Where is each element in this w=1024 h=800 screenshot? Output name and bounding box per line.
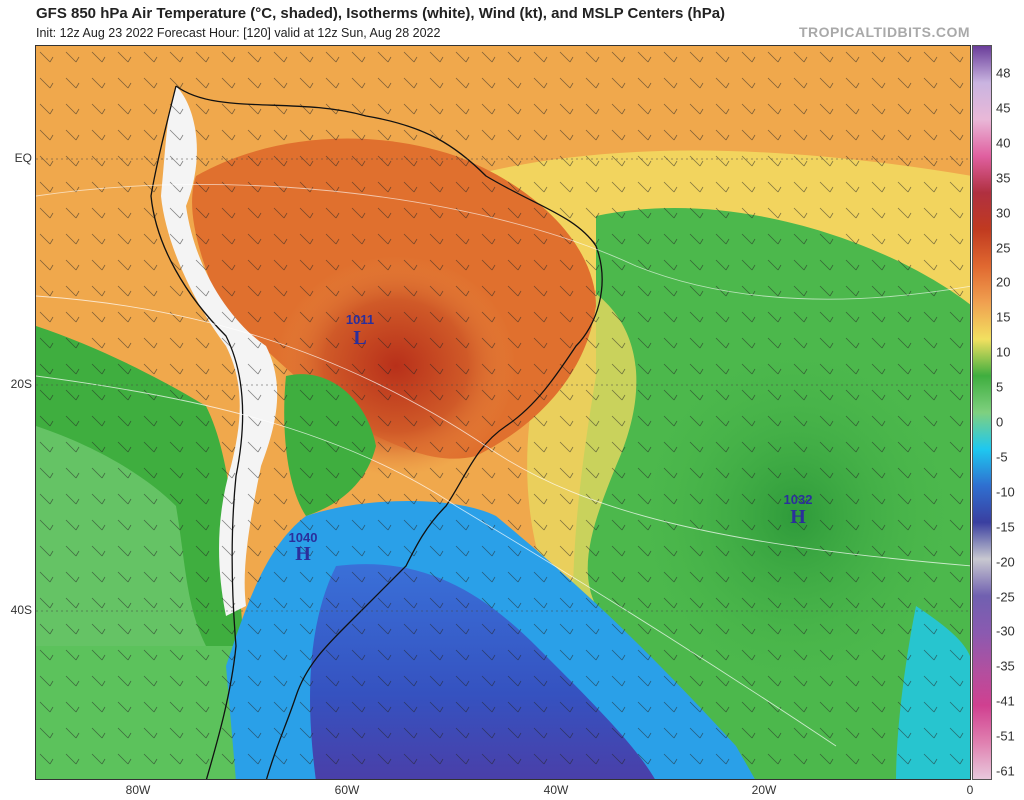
colorbar-tick-label: -10 [996, 484, 1015, 500]
lon-label-60w: 60W [334, 783, 360, 797]
colorbar-tick-label: 5 [996, 379, 1004, 395]
chart-title: GFS 850 hPa Air Temperature (°C, shaded)… [36, 5, 726, 22]
isotherm-1 [36, 295, 970, 567]
colorbar-tick-label: 48 [996, 65, 1011, 81]
colorbar-tick-label: 35 [996, 170, 1011, 186]
colorbar-tick-label: -15 [996, 519, 1015, 535]
chart-subtitle: Init: 12z Aug 23 2022 Forecast Hour: [12… [36, 26, 441, 40]
colorbar-tick-label: -41 [996, 693, 1015, 709]
lon-label-80w: 80W [125, 783, 151, 797]
map-frame [35, 45, 971, 780]
coastline [175, 85, 603, 779]
colorbar-tick-label: -20 [996, 554, 1015, 570]
temperature-map [36, 46, 970, 779]
lat-label-20s: 20S [10, 377, 32, 391]
pressure-value-high-west: 1040 [288, 530, 318, 545]
pacific-coastline [150, 85, 244, 779]
lon-label-0: 0 [966, 783, 974, 797]
brand-watermark: TROPICALTIDBITS.COM [798, 24, 970, 40]
colorbar-tick-label: 20 [996, 274, 1011, 290]
lon-label-20w: 20W [751, 783, 777, 797]
colorbar-tick-label: -25 [996, 589, 1015, 604]
colorbar-tick-label: -51 [996, 728, 1015, 744]
lat-label-eq: EQ [14, 151, 32, 165]
pressure-letter-high-west: H [295, 543, 311, 565]
colorbar-tick-label: -5 [996, 449, 1008, 465]
colorbar-tick-label: 15 [996, 309, 1011, 325]
colorbar-tick-label: -61 [996, 763, 1015, 779]
wind-barbs [36, 46, 970, 779]
colorbar-tick-label: 30 [996, 205, 1011, 221]
temperature-colorbar [972, 45, 992, 780]
lat-label-40s: 40S [10, 603, 32, 617]
colorbar-tick-label: -35 [996, 658, 1015, 674]
colorbar-tick-label: 45 [996, 100, 1011, 116]
colorbar-tick-label: 0 [996, 414, 1004, 430]
pressure-letter-low: L [353, 327, 367, 349]
colorbar-tick-label: 10 [996, 344, 1011, 360]
isotherm-3 [36, 184, 970, 300]
colorbar-tick-label: 40 [996, 135, 1011, 151]
isotherm-2 [36, 375, 837, 747]
colorbar-tick-label: -30 [996, 623, 1015, 639]
lon-label-40w: 40W [543, 783, 569, 797]
pressure-value-high-east: 1032 [783, 492, 813, 507]
pressure-value-low: 1011 [345, 312, 375, 327]
pressure-letter-high-east: H [790, 506, 806, 528]
colorbar-tick-label: 25 [996, 240, 1011, 255]
